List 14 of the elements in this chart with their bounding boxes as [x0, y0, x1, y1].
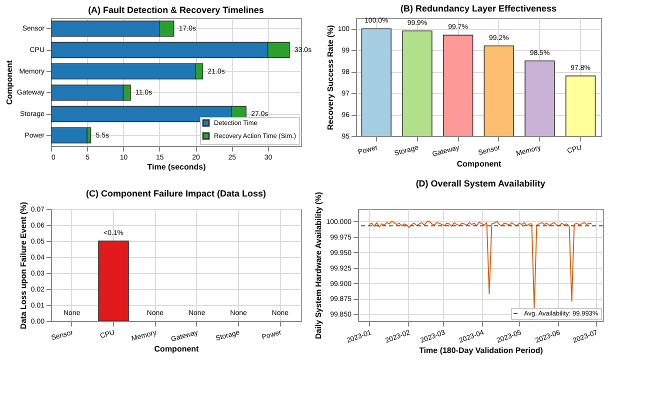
chart-title: (C) Component Failure Impact (Data Loss): [86, 188, 266, 198]
line-series: [368, 220, 592, 310]
x-axis-title: Component: [154, 344, 200, 354]
bar: [51, 127, 88, 144]
y-axis-title: Component: [4, 60, 14, 105]
y-axis-title: Daily System Hardware Availability (%): [314, 192, 324, 340]
y-axis-title: Data Loss upon Failure Event (%): [18, 202, 28, 330]
chart-title: (B) Redundancy Layer Effectiveness: [400, 4, 557, 14]
chart-title: (A) Fault Detection & Recovery Timelines: [88, 5, 264, 15]
x-axis-title: Time (180-Day Validation Period): [419, 346, 544, 355]
x-axis-title: Component: [456, 159, 502, 168]
x-axis-title: Time (seconds): [147, 162, 206, 172]
chart-title: (D) Overall System Availability: [416, 178, 546, 188]
y-axis-title: Recovery Success Rate (%): [326, 24, 335, 130]
